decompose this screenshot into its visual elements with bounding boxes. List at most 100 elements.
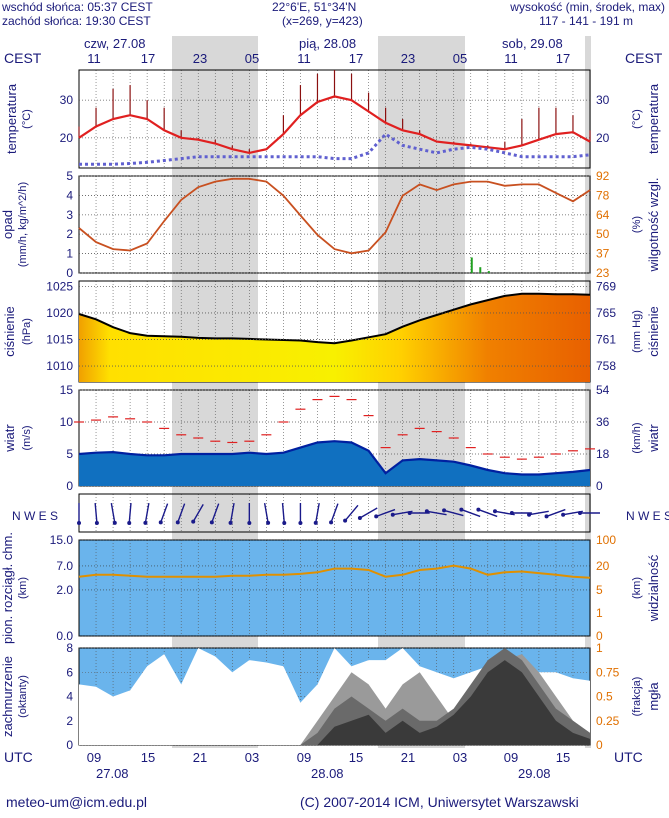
wind-arrow-head [374,514,379,519]
wind-arrow [281,502,285,524]
tick-label-right: 0.75 [596,665,620,679]
tick-label-right: 5 [596,583,603,597]
wind-arrow [546,508,566,518]
bottom-hour-6: 21 [401,750,415,765]
wind-arrow-head [282,520,287,525]
wind-arrow-head [158,520,163,525]
tick-label-left: 15 [60,383,74,397]
bottom-hour-1: 15 [141,750,155,765]
footer-email[interactable]: meteo-um@icm.edu.pl [6,794,148,810]
dew-point-line [79,132,591,166]
unit-right-cloud_visibility: (km) [631,577,643,599]
wind-arrow [344,504,359,522]
tick-label-right: 769 [596,279,616,293]
tick-label-right: 54 [596,383,610,397]
tick-label-right: 765 [596,306,616,320]
wind-arrow-head [209,520,214,525]
ylabel-left-precipitation_humidity: opad [0,210,15,239]
bottom-timezone-label: UTC [4,749,33,765]
tick-label-right: 18 [596,447,610,461]
top-hour-labels: 11 17 23 05 11 17 23 05 11 17 [87,51,570,66]
wind-arrow-head [527,512,532,517]
wind-arrow [528,510,549,516]
tick-label-left: 2 [66,227,73,241]
tick-label-right: 758 [596,359,616,373]
tick-label-right: 0.5 [596,690,613,704]
humidity-line [78,177,591,255]
low-cloud-area [79,660,590,745]
tick-label-left: 5 [66,447,73,461]
tick-label-left: 4 [66,188,73,202]
top-hour-2: 23 [193,51,207,66]
tick-label-left: 6 [66,665,73,679]
wind-arrow [229,503,235,523]
tick-label-right: 0.25 [596,714,620,728]
top-timezone-label: CEST [4,50,42,66]
panels [78,69,591,746]
wind-arrow [375,508,396,518]
wind-arrow-head [228,520,233,525]
tick-label-right: 0 [596,738,603,752]
top-hour-1: 17 [141,51,155,66]
unit-left-cloud_visibility: (km) [17,577,29,599]
bottom-hour-4: 09 [297,750,311,765]
wind-arrow-head [329,520,334,525]
tick-label-right: 64 [596,208,610,222]
footer-copyright: (C) 2007-2014 ICM, Uniwersytet Warszawsk… [300,794,579,810]
tick-label-right: 1 [596,641,603,655]
wind-arrow-head [298,521,303,525]
precip-bar [479,267,482,273]
bottom-hour-8: 09 [504,750,518,765]
cloudiness-chart [79,648,590,745]
tick-label-left: 1010 [46,359,73,373]
unit-left-temperature: (°C) [21,109,33,129]
tick-label-right: 0 [596,479,603,493]
tick-label-right: 761 [596,332,616,346]
unit-right-cloudiness_fog: (frakcja) [631,677,643,717]
altitude-title: wysokość (min, środek, max) [510,0,665,14]
bottom-hour-9: 15 [556,750,570,765]
tick-label-right: 100 [596,533,616,547]
tick-label-right: 37 [596,247,610,261]
ticks-temperature-right: 30 20 [79,93,610,145]
ylabel-right-cloudiness_fog: mgła [646,682,661,711]
unit-right-pressure: (mm Hg) [631,310,643,353]
tick-label-left: 1020 [46,306,73,320]
wind-arrow-head [407,511,412,515]
wind-arrow [263,503,269,523]
tick-label-left: 0 [66,738,73,752]
wind-arrow-head [143,520,148,525]
bottom-timezone-label-right: UTC [614,749,643,765]
wind-arrow [211,503,220,523]
temperature-chart [78,70,591,166]
ticks-fog-right: 1 0.75 0.5 0.25 0 [596,641,620,752]
wind-arrow [192,503,204,523]
wind-arrow [461,508,481,518]
tick-label-left: 2.0 [56,583,73,597]
panel-cloud_visibility [78,539,591,637]
tick-label-right: 92 [596,169,610,183]
unit-right-wind: (km/h) [631,422,643,453]
night-band-edge [585,36,591,748]
tick-label-right: 30 [596,93,610,107]
bottom-date-2: 28.08 [311,766,344,781]
ylabel-right-pressure: ciśnienie [646,306,661,357]
unit-left-precipitation_humidity: (mm/h, kg/m^2/h) [17,182,29,267]
wind-arrow-head [112,520,117,525]
tick-label-left: 1015 [46,332,73,346]
wind-arrow-head [77,521,81,525]
tick-label-left: 0 [66,479,73,493]
ticks-cloud-right: 100 20 5 1 0 [596,533,616,643]
top-hour-7: 05 [453,51,467,66]
wind-arrow [443,509,464,517]
wind-arrow-head [492,509,497,514]
coordinates-text: 22°6'E, 51°34'N [272,0,357,14]
ylabel-left-wind: wiatr [2,424,17,453]
humidity-chart [78,177,591,273]
wind-arrow-head [459,507,464,512]
tick-label-left: 15.0 [50,533,74,547]
ylabel-right-precipitation_humidity: wilgotność wzgl. [646,178,661,273]
tick-label-left: 0 [66,266,73,280]
tick-label-right: 20 [596,559,610,573]
wind-arrow-head [313,520,318,525]
